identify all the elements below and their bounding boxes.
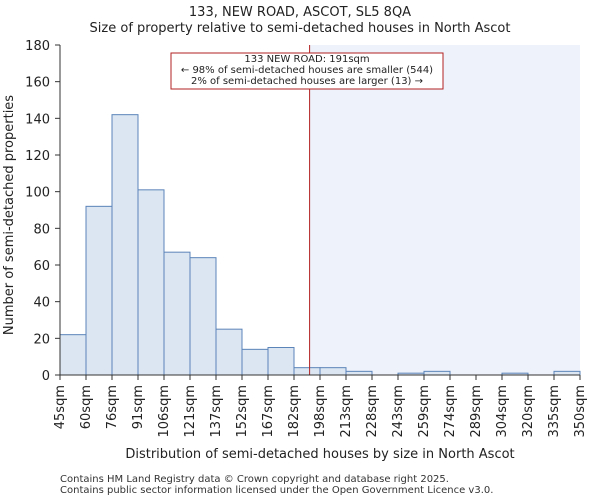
x-tick-label: 304sqm (495, 385, 510, 438)
bar-259sqm (423, 370, 451, 376)
x-tick-label: 152sqm (235, 385, 250, 438)
x-axis: 45sqm 60sqm 76sqm 91sqm 106sqm 121sqm 137sqm 15… (53, 374, 588, 438)
bar-91sqm (137, 189, 165, 376)
x-tick-label: 335sqm (547, 385, 562, 438)
annotation-border (170, 52, 444, 90)
annotation-line-1: 133 NEW ROAD: 191sqm (244, 54, 369, 65)
x-tick-label: 274sqm (443, 385, 458, 438)
y-tick-label: 40 (33, 296, 50, 311)
annotation-line-3: 2% of semi-detached houses are larger (1… (191, 76, 423, 87)
bar-121sqm (189, 257, 217, 376)
x-tick-label: 213sqm (339, 385, 354, 438)
chart-address-title: 133, NEW ROAD, ASCOT, SL5 8QA (188, 5, 412, 20)
y-tick-label: 180 (25, 39, 50, 54)
bar-60sqm (85, 205, 113, 376)
y-tick-label: 160 (25, 76, 50, 91)
bar-45sqm (59, 334, 87, 376)
y-tick-label: 120 (25, 149, 50, 164)
bar-182sqm (293, 367, 321, 376)
x-tick-label: 289sqm (469, 385, 484, 438)
x-axis-label: Distribution of semi-detached houses by … (125, 447, 514, 462)
bar-213sqm (345, 370, 373, 376)
bar-167sqm (267, 347, 295, 376)
footer-copyright: Contains HM Land Registry data © Crown c… (60, 474, 449, 485)
bar-76sqm (111, 114, 139, 376)
y-tick-label: 0 (42, 369, 50, 384)
x-tick-label: 137sqm (209, 385, 224, 438)
annotation-line-2: ← 98% of semi-detached houses are smalle… (181, 65, 433, 76)
bar-152sqm (241, 348, 269, 376)
x-tick-label: 259sqm (417, 385, 432, 438)
x-tick-label: 91sqm (131, 385, 146, 429)
bar-335sqm (553, 370, 581, 376)
x-tick-label: 60sqm (79, 385, 94, 429)
x-tick-label: 320sqm (521, 385, 536, 438)
x-tick-label: 167sqm (261, 385, 276, 438)
x-tick-label: 121sqm (183, 385, 198, 438)
x-tick-label: 76sqm (105, 385, 120, 429)
x-tick-label: 45sqm (53, 385, 68, 429)
x-tick-label: 350sqm (573, 385, 588, 438)
bar-198sqm (319, 367, 347, 376)
x-tick-label: 228sqm (365, 385, 380, 438)
y-axis-label: Number of semi-detached properties (2, 95, 17, 335)
bars-group (59, 114, 581, 376)
x-tick-label: 182sqm (287, 385, 302, 438)
y-tick-label: 80 (33, 222, 50, 237)
bar-106sqm (163, 251, 191, 376)
y-axis: 0 20 40 60 80 100 120 140 160 180 (25, 39, 61, 384)
y-tick-label: 100 (25, 186, 50, 201)
x-tick-label: 106sqm (157, 385, 172, 438)
y-tick-label: 20 (33, 332, 50, 347)
chart-subtitle: Size of property relative to semi-detach… (89, 21, 511, 36)
histogram-chart: 0 20 40 60 80 100 120 140 160 180 45sqm 60sqm 76sqm… (2, 39, 588, 462)
larger-properties-region (309, 45, 580, 375)
x-tick-label: 198sqm (313, 385, 328, 438)
x-tick-label: 243sqm (391, 385, 406, 438)
annotation-box: 133 NEW ROAD: 191sqm ← 98% of semi-detac… (170, 52, 444, 90)
y-tick-label: 140 (25, 112, 50, 127)
bar-137sqm (215, 328, 243, 376)
y-tick-label: 60 (33, 259, 50, 274)
footer-licence: Contains public sector information licen… (60, 485, 494, 496)
